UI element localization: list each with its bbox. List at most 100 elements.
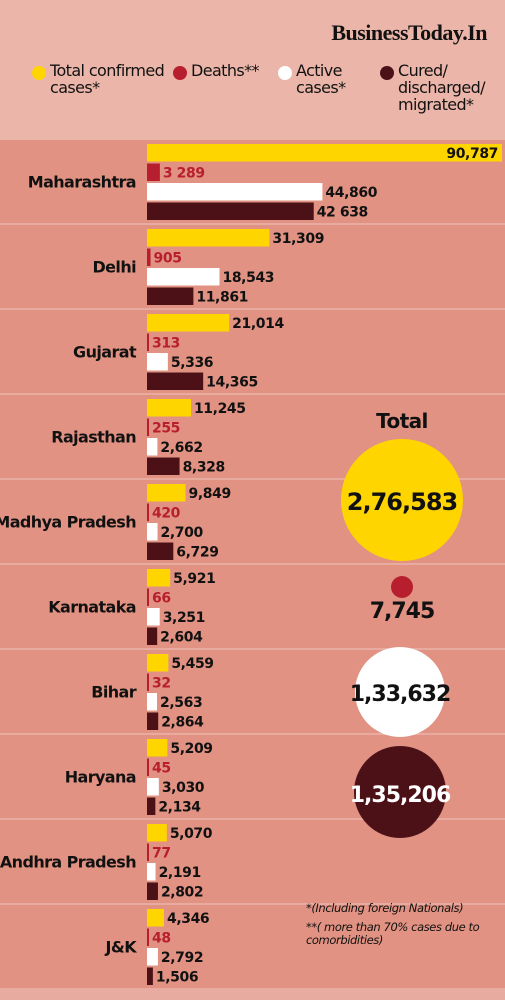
value-label-karnataka-total-confirmed-cases: 5,921 [173, 571, 215, 587]
value-label-bihar-total-confirmed-cases: 5,459 [171, 656, 213, 672]
value-label-rajasthan-deaths: 255 [152, 421, 180, 437]
bar-maharashtra-active-cases [147, 183, 323, 201]
total-value-active-cases: 1,33,632 [350, 682, 451, 707]
bar-jandk-total-confirmed-cases [147, 909, 164, 927]
bar-karnataka-cured-discharged-migrated [147, 627, 158, 645]
state-label-bihar: Bihar [91, 683, 136, 702]
value-label-bihar-deaths: 32 [152, 676, 171, 692]
header: BusinessToday.In Total confirmed cases* … [0, 0, 505, 140]
state-row-gujarat [0, 310, 505, 393]
total-value-cured-discharged-migrated: 1,35,206 [350, 783, 451, 808]
legend-item-active: Active cases* [278, 62, 346, 96]
bar-bihar-active-cases [147, 693, 158, 711]
legend-dot-cured [380, 66, 394, 80]
value-label-jandk-deaths: 48 [152, 931, 171, 947]
value-label-andhra-pradesh-cured-discharged-migrated: 2,802 [161, 885, 203, 901]
value-label-madhya-pradesh-total-confirmed-cases: 9,849 [189, 486, 231, 502]
bar-maharashtra-total-confirmed-cases [147, 144, 502, 162]
bar-gujarat-active-cases [147, 353, 168, 371]
bar-karnataka-active-cases [147, 608, 160, 626]
value-label-andhra-pradesh-total-confirmed-cases: 5,070 [170, 826, 213, 842]
state-label-gujarat: Gujarat [73, 343, 137, 362]
value-label-karnataka-active-cases: 3,251 [163, 610, 205, 626]
bar-gujarat-cured-discharged-migrated [147, 372, 204, 390]
bar-bihar-cured-discharged-migrated [147, 712, 159, 730]
legend-label-active: Active cases* [296, 61, 346, 97]
value-label-haryana-total-confirmed-cases: 5,209 [170, 741, 212, 757]
value-label-madhya-pradesh-deaths: 420 [152, 506, 181, 522]
state-row-jandk [0, 905, 505, 988]
bar-andhra-pradesh-cured-discharged-migrated [147, 882, 158, 900]
state-label-madhya-pradesh: Madhya Pradesh [0, 513, 136, 532]
value-label-bihar-cured-discharged-migrated: 2,864 [161, 715, 204, 731]
total-value-deaths: 7,745 [370, 599, 435, 624]
value-label-karnataka-deaths: 66 [152, 591, 171, 607]
bar-haryana-total-confirmed-cases [147, 739, 168, 757]
bar-maharashtra-cured-discharged-migrated [147, 202, 314, 220]
bar-andhra-pradesh-total-confirmed-cases [147, 824, 167, 842]
bar-andhra-pradesh-deaths [147, 843, 149, 861]
bar-jandk-cured-discharged-migrated [147, 967, 153, 985]
total-circle-deaths [391, 576, 413, 598]
value-label-andhra-pradesh-active-cases: 2,191 [159, 865, 201, 881]
state-row-karnataka [0, 565, 505, 648]
value-label-rajasthan-cured-discharged-migrated: 8,328 [183, 460, 225, 476]
bar-karnataka-total-confirmed-cases [147, 569, 171, 587]
bar-delhi-deaths [147, 248, 151, 266]
value-label-jandk-active-cases: 2,792 [161, 950, 203, 966]
bar-madhya-pradesh-cured-discharged-migrated [147, 542, 174, 560]
value-label-maharashtra-active-cases: 44,860 [325, 185, 377, 201]
state-label-jandk: J&K [104, 938, 137, 957]
bar-delhi-active-cases [147, 268, 220, 286]
bar-madhya-pradesh-total-confirmed-cases [147, 484, 186, 502]
value-label-jandk-cured-discharged-migrated: 1,506 [156, 970, 198, 986]
bar-jandk-deaths [147, 928, 149, 946]
legend-dot-confirmed [32, 66, 46, 80]
total-circle-total-confirmed-cases [341, 439, 463, 561]
value-label-gujarat-deaths: 313 [152, 336, 180, 352]
state-row-andhra-pradesh [0, 820, 505, 903]
value-label-madhya-pradesh-active-cases: 2,700 [161, 525, 204, 541]
value-label-jandk-total-confirmed-cases: 4,346 [167, 911, 209, 927]
bar-delhi-total-confirmed-cases [147, 229, 270, 247]
value-label-haryana-cured-discharged-migrated: 2,134 [158, 800, 201, 816]
state-label-maharashtra: Maharashtra [28, 173, 136, 192]
bar-gujarat-total-confirmed-cases [147, 314, 230, 332]
legend-dot-deaths [173, 66, 187, 80]
value-label-bihar-active-cases: 2,563 [160, 695, 202, 711]
bar-bihar-total-confirmed-cases [147, 654, 169, 672]
value-label-karnataka-cured-discharged-migrated: 2,604 [160, 630, 203, 646]
value-label-rajasthan-total-confirmed-cases: 11,245 [194, 401, 246, 417]
bar-delhi-cured-discharged-migrated [147, 287, 194, 305]
state-label-rajasthan: Rajasthan [51, 428, 136, 447]
value-label-delhi-active-cases: 18,543 [223, 270, 275, 286]
state-label-delhi: Delhi [93, 258, 137, 277]
legend-item-cured: Cured/ discharged/ migrated* [380, 61, 486, 114]
bar-karnataka-deaths [147, 588, 149, 606]
footnote-comorbidities: **( more than 70% cases due to comorbidi… [306, 920, 480, 947]
value-label-gujarat-active-cases: 5,336 [171, 355, 213, 371]
total-circle-cured-discharged-migrated [354, 746, 446, 838]
value-label-madhya-pradesh-cured-discharged-migrated: 6,729 [176, 545, 218, 561]
legend-label-cured: Cured/ discharged/ migrated* [398, 61, 486, 114]
footnotes: *(Including foreign Nationals) **( more … [306, 902, 501, 953]
totals-title: Total [376, 409, 428, 433]
bar-jandk-active-cases [147, 948, 158, 966]
state-label-andhra-pradesh: Andhra Pradesh [0, 853, 136, 872]
total-circle-active-cases [355, 647, 445, 737]
value-label-rajasthan-active-cases: 2,662 [160, 440, 202, 456]
bar-madhya-pradesh-active-cases [147, 523, 158, 541]
brand-logo: BusinessToday.In [331, 20, 487, 45]
bar-haryana-cured-discharged-migrated [147, 797, 156, 815]
value-label-maharashtra-total-confirmed-cases: 90,787 [446, 146, 498, 162]
state-label-karnataka: Karnataka [48, 598, 136, 617]
value-label-maharashtra-deaths: 3 289 [163, 166, 205, 182]
value-label-gujarat-total-confirmed-cases: 21,014 [232, 316, 284, 332]
state-bar-chart: Maharashtra 90,787 3 289 44,860 42 638 Delhi 3… [0, 140, 505, 988]
legend-item-confirmed: Total confirmed cases* [32, 62, 165, 96]
value-label-maharashtra-cured-discharged-migrated: 42 638 [317, 205, 368, 221]
value-label-delhi-total-confirmed-cases: 31,309 [272, 231, 324, 247]
bar-gujarat-deaths [147, 333, 149, 351]
bar-rajasthan-cured-discharged-migrated [147, 457, 180, 475]
value-label-delhi-cured-discharged-migrated: 11,861 [196, 290, 248, 306]
